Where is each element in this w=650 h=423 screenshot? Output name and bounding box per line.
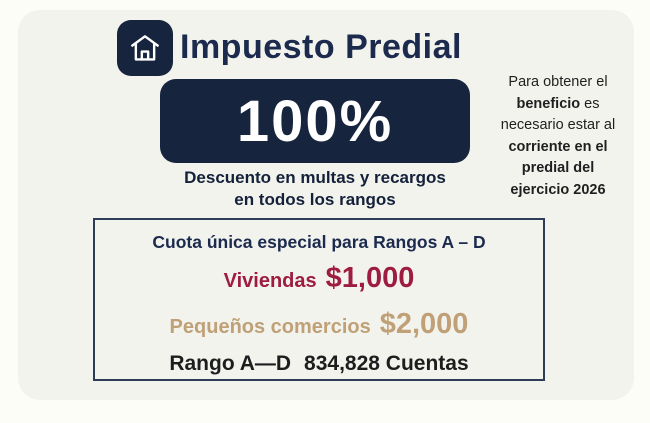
- range-label: Rango A—D: [169, 352, 292, 375]
- discount-percent-value: 100%: [236, 88, 394, 154]
- commerce-label: Pequeños comercios: [169, 316, 371, 338]
- accounts-value: 834,828 Cuentas: [304, 352, 469, 375]
- eligibility-note-line2-bold: beneficio: [516, 95, 581, 112]
- eligibility-note-line4-bold: corriente en el: [508, 138, 608, 155]
- accounts-summary-line: Rango A—D 834,828 Cuentas: [95, 352, 543, 376]
- eligibility-note-line5-bold: predial del: [521, 160, 595, 176]
- eligibility-note-line3: necesario estar al: [500, 117, 616, 133]
- eligibility-note: Para obtener el beneficio es necesario e…: [470, 72, 646, 201]
- commerce-amount: $2,000: [379, 308, 469, 340]
- discount-subtitle-line2: en todos los rangos: [234, 190, 396, 209]
- eligibility-note-line1: Para obtener el: [508, 74, 608, 90]
- discount-subtitle-line1: Descuento en multas y recargos: [184, 168, 446, 187]
- flyer-card: Impuesto Predial 100% Descuento en multa…: [18, 10, 634, 400]
- housing-amount: $1,000: [325, 262, 415, 294]
- housing-price-line: Viviendas $1,000: [95, 262, 543, 295]
- page-title: Impuesto Predial: [180, 28, 462, 66]
- eligibility-note-line6-bold: ejercicio 2026: [510, 181, 606, 198]
- discount-subtitle: Descuento en multas y recargos en todos …: [130, 167, 500, 211]
- discount-percent-badge: 100%: [160, 79, 470, 163]
- pricing-box: Cuota única especial para Rangos A – D V…: [93, 218, 545, 381]
- home-icon: [127, 30, 163, 66]
- home-icon-badge: [117, 20, 173, 76]
- commerce-price-line: Pequeños comercios $2,000: [95, 308, 543, 341]
- housing-label: Viviendas: [223, 270, 317, 292]
- eligibility-note-line2-rest: es: [580, 95, 600, 112]
- pricing-box-title: Cuota única especial para Rangos A – D: [152, 232, 486, 252]
